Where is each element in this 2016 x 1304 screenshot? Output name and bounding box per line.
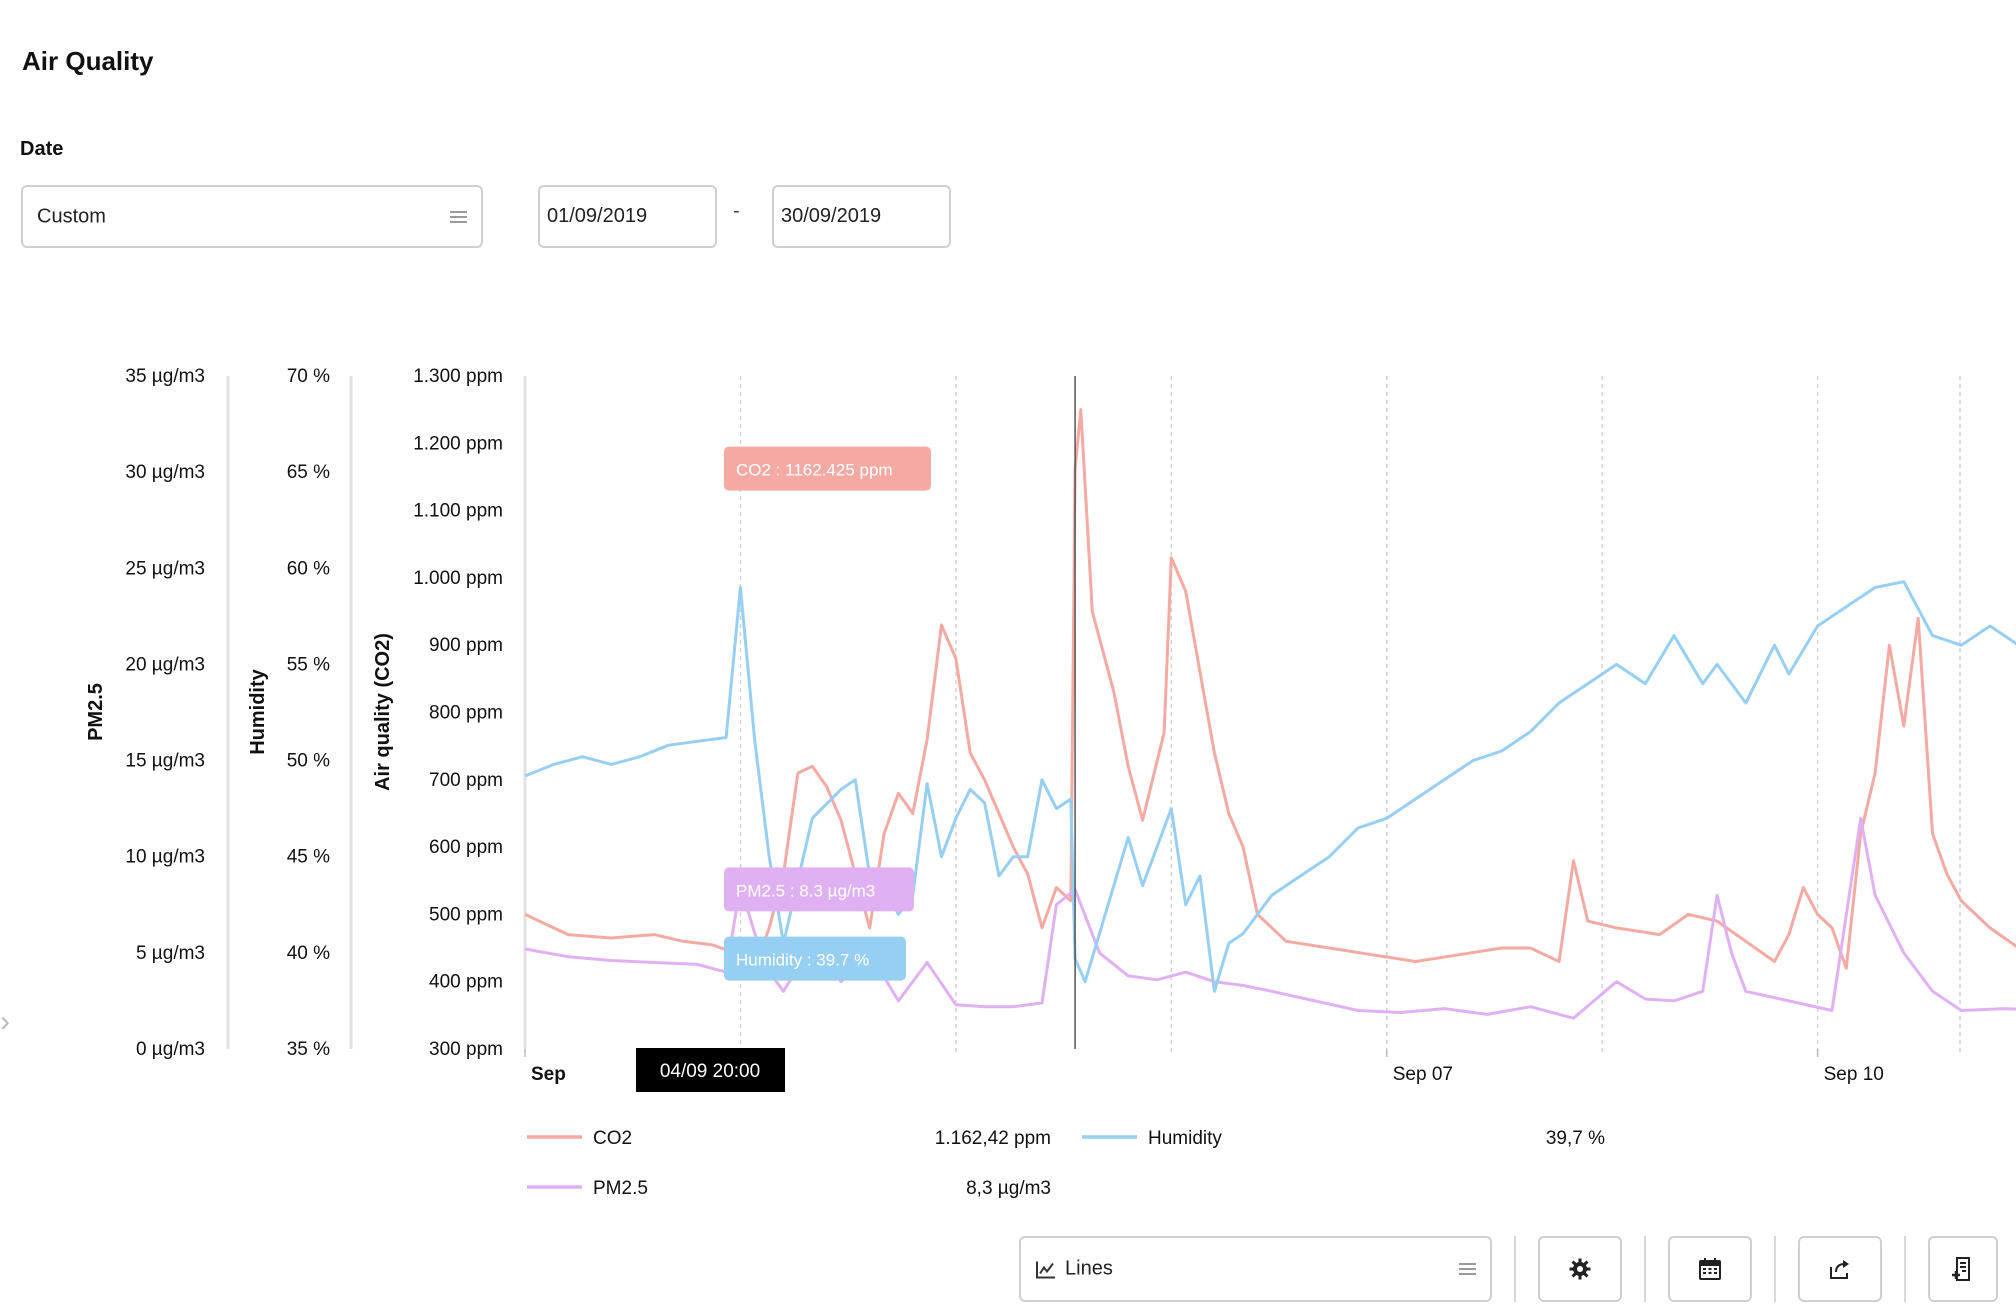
- co2-tick-label: 700 ppm: [429, 770, 503, 791]
- calendar-icon: [1699, 1258, 1721, 1280]
- cursor-date-label: 04/09 20:00: [660, 1061, 760, 1082]
- humidity-tick-label: 55 %: [287, 654, 330, 675]
- chart-type-value: Lines: [1065, 1257, 1113, 1280]
- pm25-axis-title: PM2.5: [85, 683, 107, 741]
- co2-tick-label: 900 ppm: [429, 635, 503, 656]
- humidity-tick-label: 60 %: [287, 558, 330, 579]
- document-add-icon: [1952, 1257, 1970, 1281]
- toolbar-divider: [1644, 1236, 1646, 1302]
- co2-tick-label: 600 ppm: [429, 837, 503, 858]
- pm25-tick-label: 10 µg/m3: [125, 847, 205, 868]
- period-select[interactable]: Custom: [21, 185, 483, 248]
- pm25-tick-label: 5 µg/m3: [136, 943, 205, 964]
- report-button[interactable]: [1928, 1236, 1998, 1302]
- series-line-co2: [524, 408, 2016, 970]
- legend-value-humidity: 39,7 %: [1546, 1128, 1605, 1149]
- humidity-tooltip: [724, 936, 906, 981]
- series-line-humidity: [524, 580, 2016, 993]
- humidity-tick-label: 70 %: [287, 366, 330, 387]
- start-date-input[interactable]: 01/09/2019: [538, 185, 717, 248]
- calendar-button[interactable]: [1668, 1236, 1752, 1302]
- humidity-tooltip-text: Humidity : 39.7 %: [736, 951, 869, 970]
- x-tick-label: Sep 10: [1824, 1064, 1884, 1085]
- toolbar-divider: [1514, 1236, 1516, 1302]
- gear-icon: [1569, 1258, 1591, 1280]
- co2-tick-label: 1.300 ppm: [413, 366, 503, 387]
- legend-label-humidity: Humidity: [1148, 1128, 1222, 1149]
- end-date-input[interactable]: 30/09/2019: [772, 185, 951, 248]
- legend-label-pm25: PM2.5: [593, 1178, 648, 1199]
- co2-tick-label: 800 ppm: [429, 703, 503, 724]
- share-icon: [1830, 1260, 1849, 1279]
- legend-value-pm25: 8,3 µg/m3: [966, 1178, 1051, 1199]
- expand-panel-icon[interactable]: ›: [0, 1005, 10, 1038]
- co2-tooltip: [724, 446, 931, 491]
- co2-tick-label: 300 ppm: [429, 1039, 503, 1060]
- co2-tick-label: 400 ppm: [429, 972, 503, 993]
- date-label: Date: [20, 138, 64, 160]
- co2-axis-title: Air quality (CO2): [372, 633, 394, 791]
- humidity-axis-title: Humidity: [247, 668, 269, 754]
- x-tick-label: Sep 07: [1393, 1064, 1453, 1085]
- co2-tooltip-text: CO2 : 1162.425 ppm: [736, 461, 893, 480]
- page-title: Air Quality: [22, 46, 154, 76]
- date-separator: -: [733, 200, 740, 222]
- pm25-tick-label: 15 µg/m3: [125, 751, 205, 772]
- line-chart-icon: [1036, 1261, 1055, 1278]
- pm25-tick-label: 35 µg/m3: [125, 366, 205, 387]
- x-tick-label: Sep: [531, 1064, 566, 1085]
- menu-icon: [1459, 1260, 1476, 1278]
- share-button[interactable]: [1798, 1236, 1882, 1302]
- toolbar-divider: [1774, 1236, 1776, 1302]
- pm25-tick-label: 25 µg/m3: [125, 558, 205, 579]
- chart-type-select[interactable]: Lines: [1019, 1236, 1492, 1302]
- pm25-tooltip: [724, 867, 914, 912]
- humidity-tick-label: 65 %: [287, 462, 330, 483]
- settings-button[interactable]: [1538, 1236, 1622, 1302]
- period-value: Custom: [37, 205, 106, 227]
- humidity-tick-label: 50 %: [287, 751, 330, 772]
- pm25-tick-label: 20 µg/m3: [125, 654, 205, 675]
- co2-tick-label: 1.100 ppm: [413, 501, 503, 522]
- pm25-tick-label: 30 µg/m3: [125, 462, 205, 483]
- toolbar-divider: [1904, 1236, 1906, 1302]
- menu-icon: [450, 208, 467, 226]
- cursor-date-box: [636, 1048, 785, 1092]
- pm25-tick-label: 0 µg/m3: [136, 1039, 205, 1060]
- pm25-tooltip-text: PM2.5 : 8.3 µg/m3: [736, 881, 875, 900]
- series-line-pm25: [524, 816, 2016, 1020]
- co2-tick-label: 1.000 ppm: [413, 568, 503, 589]
- legend-value-co2: 1.162,42 ppm: [935, 1128, 1051, 1149]
- humidity-tick-label: 45 %: [287, 847, 330, 868]
- humidity-tick-label: 35 %: [287, 1039, 330, 1060]
- co2-tick-label: 500 ppm: [429, 904, 503, 925]
- humidity-tick-label: 40 %: [287, 943, 330, 964]
- co2-tick-label: 1.200 ppm: [413, 433, 503, 454]
- legend-label-co2: CO2: [593, 1128, 632, 1149]
